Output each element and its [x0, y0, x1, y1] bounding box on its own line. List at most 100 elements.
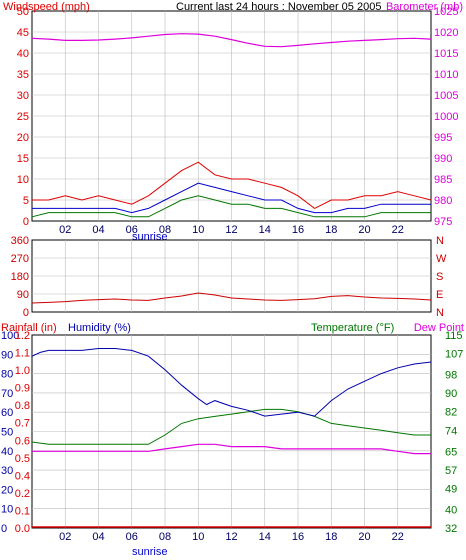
- barometer-tick-label: 990: [434, 153, 452, 165]
- direction-tick-label: 270: [11, 253, 29, 265]
- hour-tick-label: 16: [292, 224, 304, 236]
- rainfall-tick-label: 0.0: [15, 523, 30, 535]
- hour-tick-label: 10: [192, 224, 204, 236]
- temperature-tick-label: 32: [445, 523, 457, 535]
- hour-tick-label: 22: [392, 531, 404, 543]
- hour-tick-label: 20: [358, 224, 370, 236]
- wind-panel-grid: [32, 11, 431, 221]
- hour-tick-label: 04: [92, 224, 104, 236]
- windspeed-gust-line: [32, 161, 432, 209]
- chart-title: Current last 24 hours : November 05 2005: [176, 1, 381, 13]
- hour-tick-label: 12: [225, 224, 237, 236]
- windspeed-average-line: [32, 182, 431, 214]
- windspeed-tick-label: 45: [17, 27, 29, 39]
- hour-tick-label: 14: [259, 531, 271, 543]
- windspeed-tick-label: 30: [17, 90, 29, 102]
- wind-panel-ticks: 0510152025303540455097598098599099510001…: [17, 6, 459, 236]
- hour-tick-label: 10: [192, 531, 204, 543]
- humidity-tick-label: 20: [1, 484, 13, 496]
- compass-letter-label: S: [436, 271, 443, 283]
- windspeed-tick-label: 25: [17, 111, 29, 123]
- windspeed-tick-label: 20: [17, 132, 29, 144]
- hour-tick-label: 08: [159, 224, 171, 236]
- barometer-tick-label: 1005: [434, 90, 458, 102]
- temperature-tick-label: 49: [445, 483, 457, 495]
- hour-tick-label: 06: [126, 531, 138, 543]
- barometer-tick-label: 1025: [434, 6, 458, 18]
- humidity-tick-label: 90: [1, 349, 13, 361]
- temperature-line: [31, 408, 431, 445]
- temperature-tick-label: 74: [445, 425, 457, 437]
- windspeed-tick-label: 40: [17, 48, 29, 60]
- rainfall-tick-label: 0.5: [15, 453, 30, 465]
- rainfall-tick-label: 0.1: [15, 505, 30, 517]
- humidity-tick-label: 0: [1, 523, 7, 535]
- temperature-tick-label: 57: [445, 465, 457, 477]
- windspeed-axis-label: Windspeed (mph): [3, 1, 90, 13]
- windspeed-low-line: [31, 195, 431, 218]
- hour-tick-label: 18: [325, 531, 337, 543]
- humidity-tick-label: 100: [1, 330, 19, 342]
- climate-panel-ticks: 0 10 20 30 40 50 60 70 80 90 100 0.0 0.1 0.2 0.4 0.5 0.6…: [1, 330, 463, 543]
- hour-tick-label: 12: [225, 531, 237, 543]
- sunrise-label-bottom: sunrise: [132, 546, 167, 558]
- hour-tick-label: 08: [159, 531, 171, 543]
- temperature-tick-label: 65: [445, 446, 457, 458]
- hour-tick-label: 18: [325, 224, 337, 236]
- humidity-axis-label: Humidity (%): [68, 322, 131, 334]
- windspeed-tick-label: 0: [23, 216, 29, 228]
- rainfall-axis-label: Rainfall (in): [1, 322, 57, 334]
- humidity-tick-label: 60: [1, 407, 13, 419]
- barometer-tick-label: 975: [434, 216, 452, 228]
- rainfall-tick-label: 0.4: [15, 470, 30, 482]
- windspeed-tick-label: 15: [17, 153, 29, 165]
- rainfall-tick-label: 0.9: [15, 383, 30, 395]
- barometer-tick-label: 1015: [434, 48, 458, 60]
- windspeed-tick-label: 35: [17, 69, 29, 81]
- temperature-axis-label: Temperature (°F): [311, 322, 394, 334]
- compass-letter-label: N: [436, 307, 444, 319]
- barometer-axis-label: Barometer (mb): [386, 1, 463, 13]
- barometer-tick-label: 985: [434, 174, 452, 186]
- windspeed-tick-label: 50: [17, 6, 29, 18]
- barometer-tick-label: 1020: [434, 27, 458, 39]
- hour-tick-label: 02: [59, 224, 71, 236]
- rainfall-tick-label: 1.2: [15, 330, 30, 342]
- direction-tick-label: 90: [17, 289, 29, 301]
- dew-point-axis-label: Dew Point: [414, 322, 464, 334]
- temperature-tick-label: 115: [445, 330, 463, 342]
- humidity-tick-label: 80: [1, 369, 13, 381]
- windspeed-tick-label: 5: [23, 195, 29, 207]
- humidity-tick-label: 70: [1, 388, 13, 400]
- sunrise-label-top: sunrise: [132, 231, 167, 243]
- rainfall-tick-label: 0.8: [15, 400, 30, 412]
- hour-tick-label: 20: [358, 531, 370, 543]
- barometer-line: [31, 33, 432, 48]
- hour-tick-label: 16: [292, 531, 304, 543]
- hour-tick-label: 02: [59, 531, 71, 543]
- direction-tick-label: 360: [11, 235, 29, 247]
- humidity-tick-label: 50: [1, 427, 13, 439]
- wind-direction-line: [31, 292, 432, 304]
- compass-letter-label: W: [436, 253, 447, 265]
- direction-tick-label: 180: [11, 271, 29, 283]
- compass-letter-label: N: [436, 235, 444, 247]
- temperature-tick-label: 90: [445, 388, 457, 400]
- barometer-tick-label: 1010: [434, 69, 458, 81]
- hour-tick-label: 22: [392, 224, 404, 236]
- barometer-tick-label: 995: [434, 132, 452, 144]
- humidity-tick-label: 40: [1, 446, 13, 458]
- barometer-tick-label: 1000: [434, 111, 458, 123]
- compass-letter-label: E: [436, 289, 443, 301]
- hour-tick-label: 06: [126, 224, 138, 236]
- windspeed-tick-label: 10: [17, 174, 29, 186]
- rainfall-tick-label: 1.0: [15, 365, 30, 377]
- humidity-tick-label: 10: [1, 504, 13, 516]
- climate-panel-grid: [32, 335, 431, 528]
- humidity-line: [31, 348, 432, 417]
- temperature-tick-label: 107: [445, 349, 463, 361]
- temperature-tick-label: 98: [445, 370, 457, 382]
- rainfall-tick-label: 0.7: [15, 418, 30, 430]
